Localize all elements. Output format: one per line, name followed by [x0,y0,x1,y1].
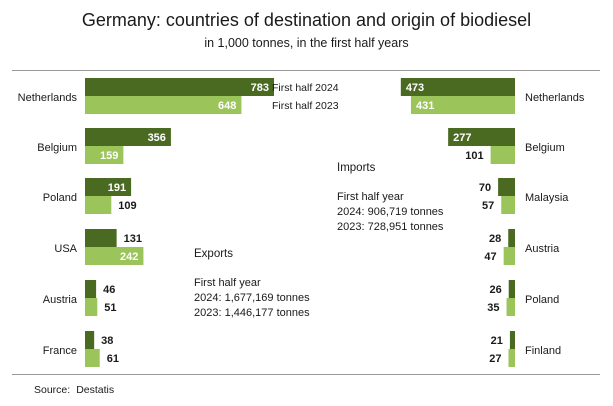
export-value-label: 46 [103,284,115,296]
import-bar [400,78,515,96]
source-note: Source: Destatis [34,384,114,396]
import-bar [503,247,515,265]
import-value-label: 47 [484,251,496,263]
legend-label-2024: First half 2024 [272,82,339,94]
import-bar [448,128,515,146]
exports-heading: Exports [194,248,233,260]
export-value-label: 356 [148,132,166,144]
import-bar [501,196,515,214]
export-category-label: Belgium [37,142,77,154]
import-bar [508,229,515,247]
export-value-label: 38 [101,335,113,347]
export-category-label: USA [54,243,77,255]
export-value-label: 51 [104,302,116,314]
import-category-label: Malaysia [525,192,569,204]
import-bar [490,146,515,164]
export-value-label: 783 [251,82,269,94]
import-value-label: 26 [489,284,501,296]
imports-period: First half year [337,191,404,203]
export-bar [85,247,144,265]
export-bar [85,96,242,114]
chart-title: Germany: countries of destination and or… [81,10,532,30]
export-category-label: Poland [43,192,77,204]
chart-subtitle: in 1,000 tonnes, in the first half years [204,36,409,50]
export-value-label: 131 [124,233,142,245]
import-value-label: 473 [406,82,424,94]
export-bar [85,280,97,298]
export-value-label: 61 [107,353,119,365]
export-bar [85,128,171,146]
import-bar [506,298,515,316]
bottom-divider [12,374,600,375]
import-category-label: Belgium [525,142,565,154]
export-bar [85,196,112,214]
export-category-label: Austria [43,294,78,306]
top-divider [12,70,600,71]
export-value-label: 159 [100,150,118,162]
exports-period: First half year [194,277,261,289]
exports-total-2024: 2024: 1,677,169 tonnes [194,292,310,304]
import-bar [498,178,515,196]
export-bar [85,178,132,196]
import-value-label: 57 [482,200,494,212]
export-value-label: 648 [218,100,236,112]
export-bar [85,146,124,164]
source-value: Destatis [76,384,115,396]
import-value-label: 21 [491,335,503,347]
export-bar [85,78,274,96]
imports-total-2023: 2023: 728,951 tonnes [337,221,444,233]
import-value-label: 277 [453,132,471,144]
export-bar [85,298,98,316]
import-value-label: 101 [465,150,483,162]
export-bar [85,229,117,247]
import-category-label: Austria [525,243,560,255]
import-value-label: 28 [489,233,501,245]
export-category-label: France [43,345,77,357]
imports-total-2024: 2024: 906,719 tonnes [337,206,444,218]
exports-total-2023: 2023: 1,446,177 tonnes [194,307,310,319]
import-category-label: Finland [525,345,561,357]
export-category-label: Netherlands [18,92,78,104]
import-value-label: 27 [489,353,501,365]
import-bar [508,280,515,298]
import-category-label: Netherlands [525,92,585,104]
source-label: Source: [34,384,71,396]
export-bar [85,349,100,367]
export-value-label: 109 [118,200,136,212]
exports-summary: Exports First half year 2024: 1,677,169 … [194,247,310,321]
export-value-label: 191 [108,182,126,194]
import-bar [508,349,515,367]
export-value-label: 242 [120,251,138,263]
import-value-label: 70 [479,182,491,194]
import-bar [509,331,515,349]
export-bar [85,331,95,349]
import-value-label: 431 [416,100,434,112]
import-bar [410,96,515,114]
import-value-label: 35 [487,302,499,314]
import-category-label: Poland [525,294,559,306]
imports-summary: Imports First half year 2024: 906,719 to… [337,161,443,235]
imports-heading: Imports [337,162,376,174]
legend-label-2023: First half 2023 [272,100,339,112]
